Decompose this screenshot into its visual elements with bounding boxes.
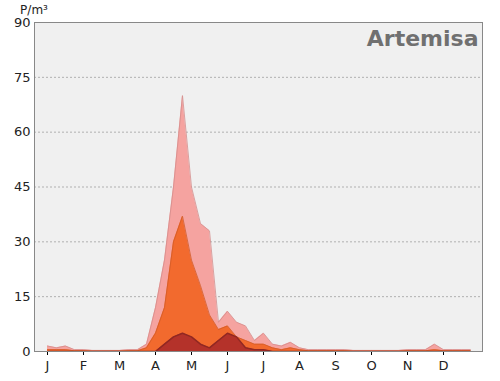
svg-text:J: J	[225, 358, 230, 373]
svg-text:30: 30	[14, 234, 31, 249]
svg-text:A: A	[151, 358, 160, 373]
svg-text:0: 0	[22, 344, 30, 359]
svg-text:15: 15	[14, 289, 31, 304]
svg-text:Artemisa: Artemisa	[367, 26, 479, 51]
svg-text:P/m³: P/m³	[20, 3, 48, 17]
svg-text:M: M	[186, 358, 197, 373]
svg-text:F: F	[80, 358, 87, 373]
svg-text:60: 60	[14, 124, 31, 139]
svg-text:45: 45	[14, 179, 31, 194]
svg-text:D: D	[438, 358, 448, 373]
svg-text:J: J	[261, 358, 266, 373]
svg-text:M: M	[114, 358, 125, 373]
svg-text:90: 90	[14, 14, 31, 30]
svg-text:75: 75	[14, 69, 31, 84]
svg-text:A: A	[295, 358, 304, 373]
svg-text:J: J	[45, 358, 50, 373]
svg-text:O: O	[366, 358, 376, 373]
svg-text:N: N	[403, 358, 413, 373]
svg-text:S: S	[331, 358, 339, 373]
